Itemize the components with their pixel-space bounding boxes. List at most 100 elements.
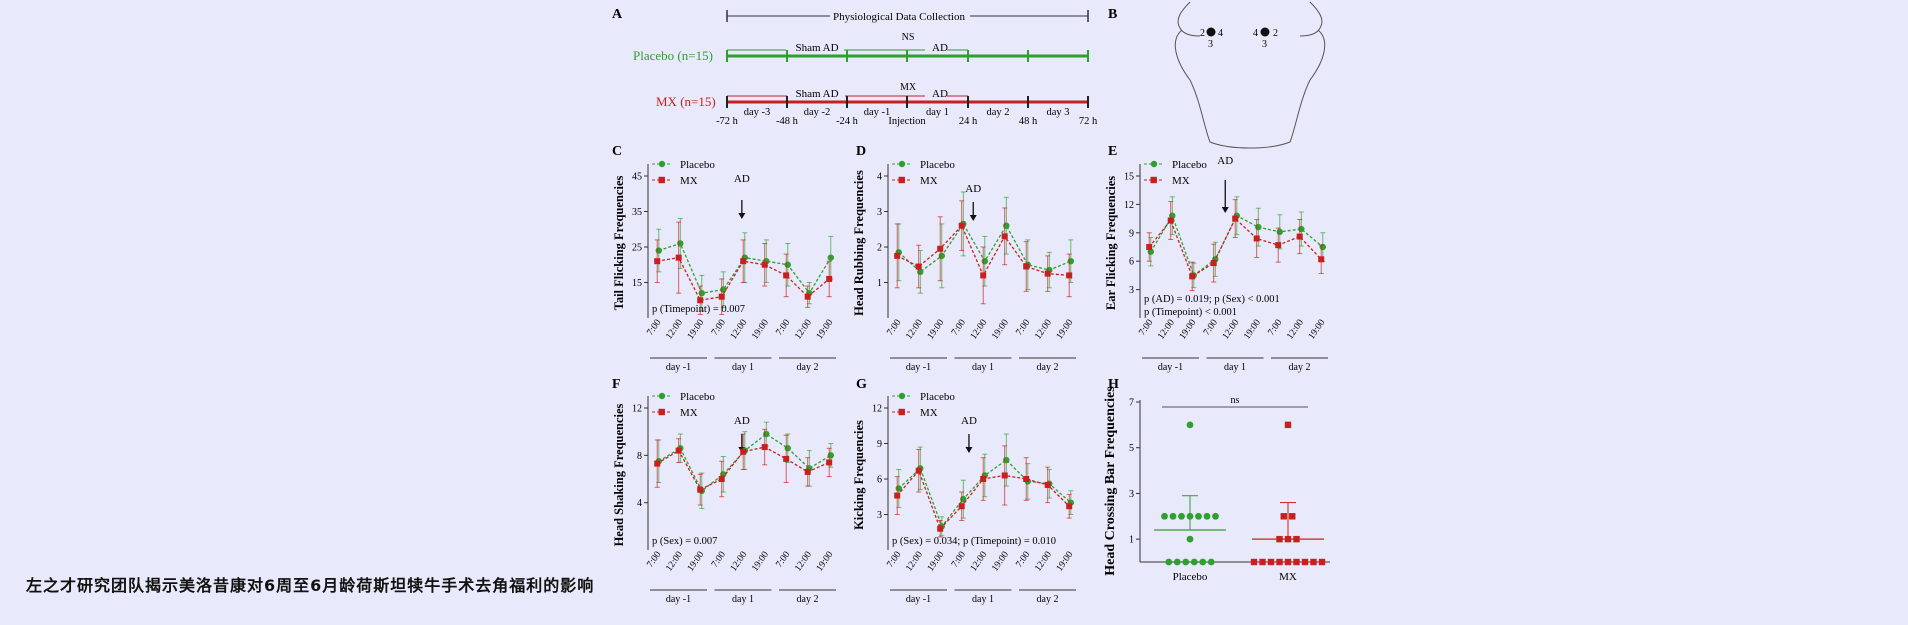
series-placebo xyxy=(1147,196,1327,289)
x-tick-label: 12:00 xyxy=(664,318,685,342)
data-point xyxy=(654,460,661,467)
day-group-label: day 2 xyxy=(1037,594,1059,605)
x-tick-label: 7:00 xyxy=(1267,318,1285,338)
data-point xyxy=(784,261,791,268)
ad-label: AD xyxy=(734,173,750,185)
x-tick-label: 19:00 xyxy=(1242,318,1263,342)
ad-arrow-head xyxy=(738,213,746,219)
y-tick-label: 3 xyxy=(1129,489,1134,500)
legend-marker-mx xyxy=(658,176,665,184)
y-tick-label: 6 xyxy=(1129,257,1134,268)
panel-letter: E xyxy=(1108,144,1117,159)
timeline-hour-label: 24 h xyxy=(959,116,978,127)
x-tick-label: 7:00 xyxy=(646,550,664,570)
legend-marker-mx xyxy=(898,176,905,184)
day-group-label: day 2 xyxy=(1037,362,1059,373)
x-tick-label: 19:00 xyxy=(750,318,771,342)
data-point xyxy=(1275,242,1282,249)
head-outline xyxy=(1174,29,1326,149)
data-point xyxy=(1189,273,1196,280)
data-point xyxy=(783,455,790,462)
legend: Placebo MX xyxy=(1144,159,1207,187)
data-point xyxy=(1298,225,1305,233)
panel-letter: H xyxy=(1108,377,1119,392)
y-axis-label: Head Crossing Bar Frequencies xyxy=(1103,386,1118,576)
mx-ad-bg xyxy=(925,88,947,100)
day-group-label: day 1 xyxy=(732,594,754,605)
timeline-panel: A Physiological Data Collection Placebo … xyxy=(612,7,1098,127)
legend: Placebo MX xyxy=(652,159,715,187)
data-point xyxy=(958,222,965,229)
data-point xyxy=(718,293,725,300)
data-point xyxy=(698,289,705,297)
x-tick-label: 19:00 xyxy=(926,318,947,342)
day-group-label: day -1 xyxy=(666,594,691,605)
x-tick-label: 19:00 xyxy=(815,550,836,574)
legend-marker-placebo xyxy=(1150,160,1158,168)
x-tick-label: 7:00 xyxy=(950,550,968,570)
placebo-sham-label: Sham AD xyxy=(795,42,838,54)
data-point xyxy=(980,272,987,279)
data-point xyxy=(827,452,834,459)
series-placebo xyxy=(655,421,834,510)
timeline-hour-label: -48 h xyxy=(776,116,799,127)
right-label-2: 2 xyxy=(1273,28,1278,39)
x-tick-label: 7:00 xyxy=(950,318,968,338)
y-tick-label: 2 xyxy=(877,243,882,254)
x-tick-label: 19:00 xyxy=(1178,318,1199,342)
significance-label: ns xyxy=(1231,395,1240,406)
collection-title: Physiological Data Collection xyxy=(833,11,965,23)
data-point xyxy=(1276,228,1284,236)
data-point xyxy=(1161,512,1168,520)
x-tick-label: 7:00 xyxy=(710,550,728,570)
series-mx xyxy=(1146,199,1325,291)
data-point xyxy=(697,486,704,493)
y-tick-label: 1 xyxy=(1129,535,1134,546)
x-tick-label: 12:00 xyxy=(969,550,990,574)
x-tick-label: 12:00 xyxy=(1285,318,1306,342)
y-tick-label: 3 xyxy=(877,207,882,218)
data-point xyxy=(937,525,944,532)
day-group-label: day 1 xyxy=(972,594,994,605)
series-mx xyxy=(1250,421,1326,566)
x-tick-label: 7:00 xyxy=(1015,318,1033,338)
x-tick-label: 7:00 xyxy=(886,550,904,570)
day-group-label: day 2 xyxy=(1289,362,1311,373)
right-label-3: 3 xyxy=(1262,39,1267,50)
series-mx xyxy=(654,221,833,315)
x-tick-label: 19:00 xyxy=(1055,550,1076,574)
data-point xyxy=(1167,217,1174,224)
data-point xyxy=(1253,235,1260,242)
data-point xyxy=(654,258,661,265)
category-label: MX xyxy=(1279,571,1297,583)
timeline-day-label: day 2 xyxy=(986,107,1009,118)
data-point xyxy=(937,245,944,252)
y-axis-label: Ear Flicking Frequencies xyxy=(1104,176,1118,310)
series-line xyxy=(656,446,830,491)
legend-marker-mx xyxy=(1150,176,1157,184)
data-point xyxy=(1284,558,1292,566)
y-tick-label: 9 xyxy=(1129,228,1134,239)
ear-outline xyxy=(1177,1,1323,37)
x-tick-label: 12:00 xyxy=(904,318,925,342)
data-point xyxy=(677,240,684,247)
x-tick-label: 7:00 xyxy=(1138,318,1156,338)
timeline-ticks: -72 h -48 h -24 h Injection 24 h 48 h 72 h day … xyxy=(716,50,1098,127)
placebo-sham-bg xyxy=(786,42,844,54)
x-tick-label: 12:00 xyxy=(664,550,685,574)
day-group-label: day -1 xyxy=(666,362,691,373)
data-point xyxy=(894,492,901,499)
x-tick-label: 12:00 xyxy=(969,318,990,342)
timeline-hour-label: 72 h xyxy=(1079,116,1098,127)
data-point xyxy=(1146,244,1153,250)
data-point xyxy=(1318,256,1325,263)
data-point xyxy=(763,430,770,438)
y-tick-label: 12 xyxy=(632,404,642,415)
series-mx xyxy=(894,200,1073,305)
data-point xyxy=(1250,558,1258,566)
